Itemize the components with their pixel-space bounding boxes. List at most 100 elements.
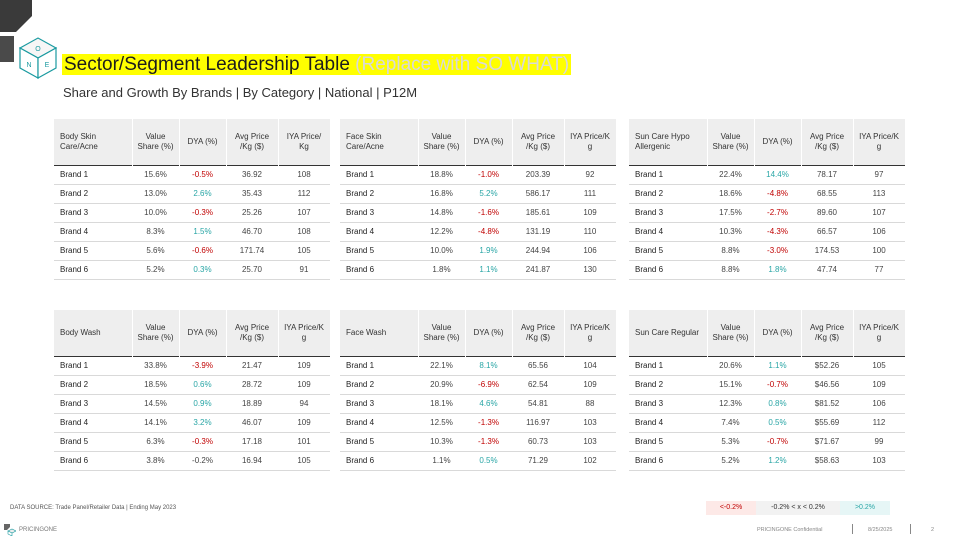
brand-name-cell: Brand 6 [54,260,132,280]
table-face-wash: Face Wash Value Share (%) DYA (%) Avg Pr… [340,310,617,471]
iya-price-cell: 109 [278,355,330,376]
iya-price-cell: 109 [278,375,330,395]
table-row: Brand 2 20.9% -6.9% 62.54 109 [340,375,616,395]
avg-price-cell: 16.94 [226,451,278,471]
col-header-iya-price: IYA Price/ Kg [278,119,331,165]
value-share-cell: 12.2% [418,222,465,242]
avg-price-cell: 116.97 [512,413,564,433]
value-share-cell: 13.0% [132,184,179,204]
iya-price-cell: 113 [853,184,905,204]
value-share-cell: 6.3% [132,432,179,452]
iya-price-cell: 130 [564,260,616,280]
iya-price-cell: 92 [564,164,616,185]
avg-price-cell: 185.61 [512,203,564,223]
page-title-main: Sector/Segment Leadership Table [64,54,350,75]
col-header-dya: DYA (%) [465,310,513,356]
avg-price-cell: 25.26 [226,203,278,223]
brand-name-cell: Brand 1 [54,355,132,376]
col-header-value-share: Value Share (%) [707,310,755,356]
iya-price-cell: 105 [278,241,330,261]
legend-neutral: -0.2% < x < 0.2% [756,501,840,515]
value-share-cell: 18.5% [132,375,179,395]
avg-price-cell: 28.72 [226,375,278,395]
data-source-note: DATA SOURCE: Trade Panel/Retailer Data |… [10,505,177,511]
iya-price-cell: 103 [853,451,905,471]
dya-cell: -0.7% [754,375,801,395]
value-share-cell: 22.4% [707,164,754,185]
avg-price-cell: 244.94 [512,241,564,261]
brand-name-cell: Brand 5 [629,432,707,452]
avg-price-cell: 78.17 [801,164,853,185]
avg-price-cell: 66.57 [801,222,853,242]
table-row: Brand 4 14.1% 3.2% 46.07 109 [54,413,330,433]
iya-price-cell: 106 [564,241,616,261]
value-share-cell: 15.6% [132,164,179,185]
brand-name-cell: Brand 3 [54,394,132,414]
iya-price-cell: 97 [853,164,905,185]
dya-cell: -1.3% [465,432,512,452]
dya-cell: -4.3% [754,222,801,242]
dya-cell: 0.3% [179,260,226,280]
dya-cell: -0.6% [179,241,226,261]
dya-cell: -1.0% [465,164,512,185]
dya-cell: -1.6% [465,203,512,223]
brand-name-cell: Brand 6 [54,451,132,471]
avg-price-cell: 203.39 [512,164,564,185]
table-row: Brand 2 18.6% -4.8% 68.55 113 [629,184,905,204]
iya-price-cell: 100 [853,241,905,261]
table-row: Brand 5 5.6% -0.6% 171.74 105 [54,241,330,261]
value-share-cell: 5.6% [132,241,179,261]
col-header-value-share: Value Share (%) [707,119,755,165]
table-row: Brand 6 5.2% 0.3% 25.70 91 [54,260,330,280]
iya-price-cell: 109 [564,375,616,395]
brand-name-cell: Brand 4 [340,222,418,242]
brand-name-cell: Brand 1 [629,164,707,185]
value-share-cell: 16.8% [418,184,465,204]
iya-price-cell: 107 [853,203,905,223]
avg-price-cell: 47.74 [801,260,853,280]
pricingone-cube-logo: O N E [0,0,58,80]
avg-price-cell: 89.60 [801,203,853,223]
avg-price-cell: 62.54 [512,375,564,395]
col-header-dya: DYA (%) [179,119,227,165]
table-body-skin-care: Body Skin Care/Acne Value Share (%) DYA … [54,119,331,280]
logo-letter-n: N [26,62,31,69]
col-header-value-share: Value Share (%) [132,310,180,356]
table-row: Brand 3 17.5% -2.7% 89.60 107 [629,203,905,223]
iya-price-cell: 94 [278,394,330,414]
dya-cell: -0.2% [179,451,226,471]
table-row: Brand 4 8.3% 1.5% 46.70 108 [54,222,330,242]
col-header-value-share: Value Share (%) [418,119,466,165]
value-share-cell: 1.1% [418,451,465,471]
brand-name-cell: Brand 3 [629,394,707,414]
table-row: Brand 2 18.5% 0.6% 28.72 109 [54,375,330,395]
value-share-cell: 10.3% [707,222,754,242]
avg-price-cell: 174.53 [801,241,853,261]
brand-name-cell: Brand 2 [54,375,132,395]
table-row: Brand 2 15.1% -0.7% $46.56 109 [629,375,905,395]
brand-name-cell: Brand 4 [629,413,707,433]
value-share-cell: 8.8% [707,260,754,280]
value-share-cell: 12.3% [707,394,754,414]
iya-price-cell: 77 [853,260,905,280]
brand-name-cell: Brand 3 [340,394,418,414]
table-sun-care-regular: Sun Care Regular Value Share (%) DYA (%)… [629,310,906,471]
col-header-dya: DYA (%) [179,310,227,356]
iya-price-cell: 108 [278,164,330,185]
col-header-category: Face Wash [340,310,419,356]
logo-letter-o: O [35,46,41,53]
table-row: Brand 3 12.3% 0.8% $81.52 106 [629,394,905,414]
dya-cell: -0.3% [179,203,226,223]
brand-name-cell: Brand 6 [629,451,707,471]
col-header-dya: DYA (%) [754,119,802,165]
col-header-avg-price: Avg Price /Kg ($) [226,310,279,356]
col-header-value-share: Value Share (%) [418,310,466,356]
iya-price-cell: 108 [278,222,330,242]
brand-name-cell: Brand 2 [629,184,707,204]
table-row: Brand 3 14.8% -1.6% 185.61 109 [340,203,616,223]
table-row: Brand 5 10.3% -1.3% 60.73 103 [340,432,616,452]
page-title-so-what: (Replace with SO WHAT) [355,54,570,75]
value-share-cell: 10.3% [418,432,465,452]
value-share-cell: 17.5% [707,203,754,223]
iya-price-cell: 107 [278,203,330,223]
